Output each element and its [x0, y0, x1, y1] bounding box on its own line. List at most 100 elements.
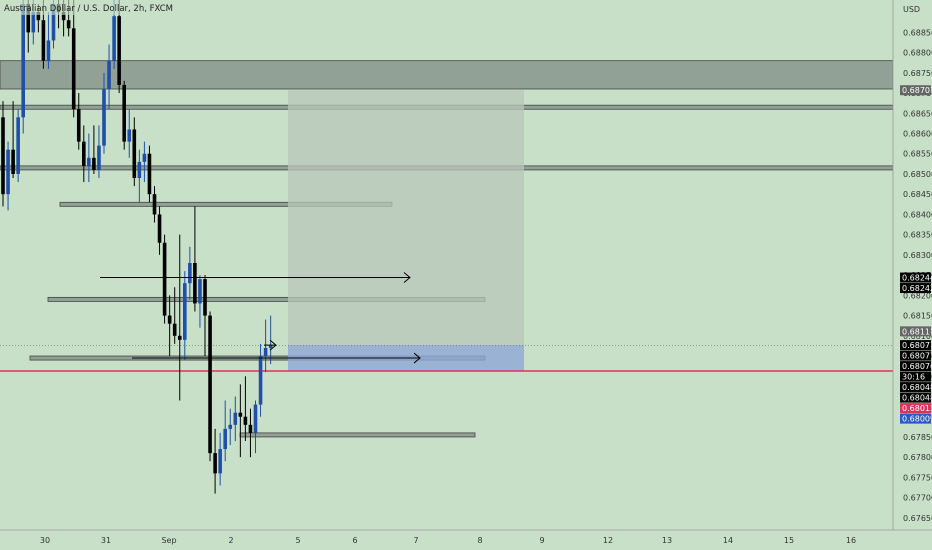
candle-body	[61, 12, 66, 21]
position-tool-layer	[0, 90, 893, 372]
candle-body	[107, 60, 111, 90]
price-badge	[900, 392, 931, 403]
symbol-title: Australian Dollar / U.S. Dollar, 2h, FXC…	[4, 4, 173, 14]
candle-body	[203, 279, 207, 316]
price-badge-label: 0.68077	[902, 341, 932, 350]
time-tick-label: 12	[603, 536, 613, 545]
candle-body	[102, 89, 106, 146]
price-badge-label: 0.68111	[902, 327, 932, 336]
price-badge	[900, 371, 931, 382]
price-badge-label: 0.68244	[902, 274, 932, 283]
candle-body	[112, 16, 116, 61]
candle-body	[228, 424, 233, 429]
candle-body	[193, 262, 197, 304]
candle-body	[238, 412, 243, 417]
candle-body	[16, 117, 20, 174]
time-tick-label: 16	[846, 536, 856, 545]
price-badge-label: 0.68077	[902, 352, 932, 361]
time-tick-label: Sep	[161, 536, 176, 545]
time-tick-label: 6	[352, 536, 357, 545]
price-badge-label: 0.68048	[902, 383, 932, 392]
price-badge-label: 0.68707	[902, 86, 932, 95]
candle-body	[162, 242, 167, 316]
price-badge	[900, 340, 931, 351]
candle-body	[147, 153, 152, 195]
candle-body	[87, 157, 91, 166]
arrow-head	[403, 272, 411, 283]
candle-body	[132, 129, 137, 179]
price-badge-label: 30:16	[902, 373, 925, 382]
candle-body	[172, 323, 177, 336]
candle-body	[253, 404, 258, 433]
price-badge-label: 0.68013	[902, 404, 932, 413]
candle-body	[97, 145, 101, 170]
candle-body	[248, 424, 253, 433]
candle-body	[137, 161, 142, 179]
candle-body	[142, 153, 147, 162]
price-badge	[900, 85, 931, 96]
price-badge	[900, 283, 931, 294]
candle-body	[21, 4, 25, 118]
candle-body	[76, 109, 81, 142]
candle-body	[218, 449, 222, 474]
time-tick-label: 15	[784, 536, 794, 545]
arrow-head	[413, 352, 421, 364]
title-backdrop	[0, 0, 140, 15]
price-badge	[900, 413, 931, 424]
candle-body	[36, 12, 41, 21]
candle-body	[127, 129, 132, 142]
candle-body	[167, 315, 172, 324]
price-badge	[900, 272, 931, 283]
candle-body	[258, 356, 263, 405]
time-tick-label: 7	[413, 536, 418, 545]
candles-layer	[1, 0, 273, 494]
price-badge	[900, 326, 931, 337]
time-tick-label: 2	[228, 536, 233, 545]
time-axis[interactable]: 30 31 Sep 2 5 6 7 8 9 12 13 14 15 16	[0, 529, 932, 545]
candle-body	[31, 12, 36, 33]
candle-body	[268, 345, 273, 348]
candle-body	[122, 84, 126, 142]
price-badge	[900, 403, 931, 414]
price-badge-label: 0.68076	[902, 362, 932, 371]
candle-body	[208, 315, 212, 454]
candle-body	[177, 335, 182, 340]
candle-body	[71, 28, 76, 110]
price-badge-label: 0.68242	[902, 284, 932, 293]
candle-body	[6, 149, 10, 195]
price-axis[interactable]: USD 0.688500.688000.687500.687000.686500…	[892, 0, 932, 530]
candle-body	[82, 141, 86, 166]
time-tick-label: 31	[101, 536, 111, 545]
candle-body	[263, 347, 268, 357]
zone-rect	[0, 60, 894, 90]
price-badges: 0.687070.682440.682420.681110.680770.680…	[900, 85, 932, 424]
candle-body	[92, 157, 96, 170]
candle-body	[26, 4, 31, 33]
candle-body	[223, 428, 227, 450]
candle-body	[152, 194, 157, 215]
candle-body	[233, 412, 238, 425]
target-box	[288, 90, 524, 346]
price-badge	[900, 382, 931, 393]
candle-body	[41, 20, 46, 61]
candle-body	[213, 453, 217, 474]
arrows-layer	[100, 272, 421, 364]
candle-body	[117, 16, 121, 85]
price-badge-label: 0.68009	[902, 415, 932, 424]
price-badge	[900, 350, 931, 361]
candle-body	[188, 262, 192, 284]
